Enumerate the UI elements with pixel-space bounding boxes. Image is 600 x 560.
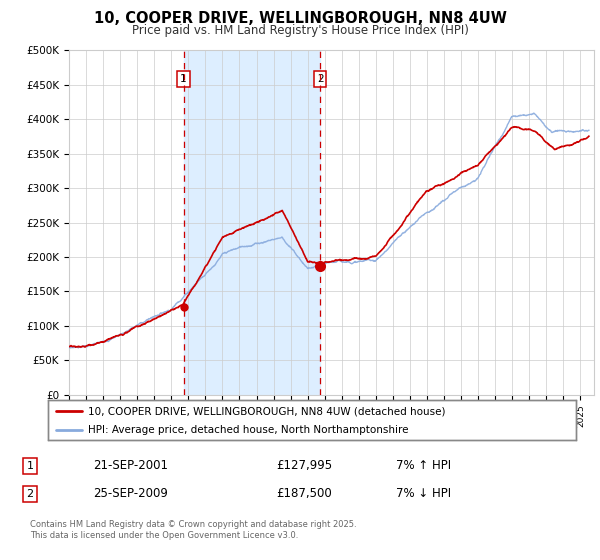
Text: £127,995: £127,995 <box>276 459 332 473</box>
Text: 7% ↓ HPI: 7% ↓ HPI <box>396 487 451 501</box>
Text: £187,500: £187,500 <box>276 487 332 501</box>
Text: 10, COOPER DRIVE, WELLINGBOROUGH, NN8 4UW (detached house): 10, COOPER DRIVE, WELLINGBOROUGH, NN8 4U… <box>88 407 445 417</box>
Text: 25-SEP-2009: 25-SEP-2009 <box>93 487 168 501</box>
Text: 1: 1 <box>180 74 187 85</box>
Text: 2: 2 <box>26 489 34 499</box>
Text: HPI: Average price, detached house, North Northamptonshire: HPI: Average price, detached house, Nort… <box>88 425 408 435</box>
Text: Price paid vs. HM Land Registry's House Price Index (HPI): Price paid vs. HM Land Registry's House … <box>131 24 469 36</box>
Text: Contains HM Land Registry data © Crown copyright and database right 2025.: Contains HM Land Registry data © Crown c… <box>30 520 356 529</box>
Text: 10, COOPER DRIVE, WELLINGBOROUGH, NN8 4UW: 10, COOPER DRIVE, WELLINGBOROUGH, NN8 4U… <box>94 11 506 26</box>
Text: 2: 2 <box>317 74 323 85</box>
Bar <box>184 50 320 395</box>
Text: 1: 1 <box>26 461 34 471</box>
Text: This data is licensed under the Open Government Licence v3.0.: This data is licensed under the Open Gov… <box>30 531 298 540</box>
Text: 21-SEP-2001: 21-SEP-2001 <box>93 459 168 473</box>
Text: 7% ↑ HPI: 7% ↑ HPI <box>396 459 451 473</box>
